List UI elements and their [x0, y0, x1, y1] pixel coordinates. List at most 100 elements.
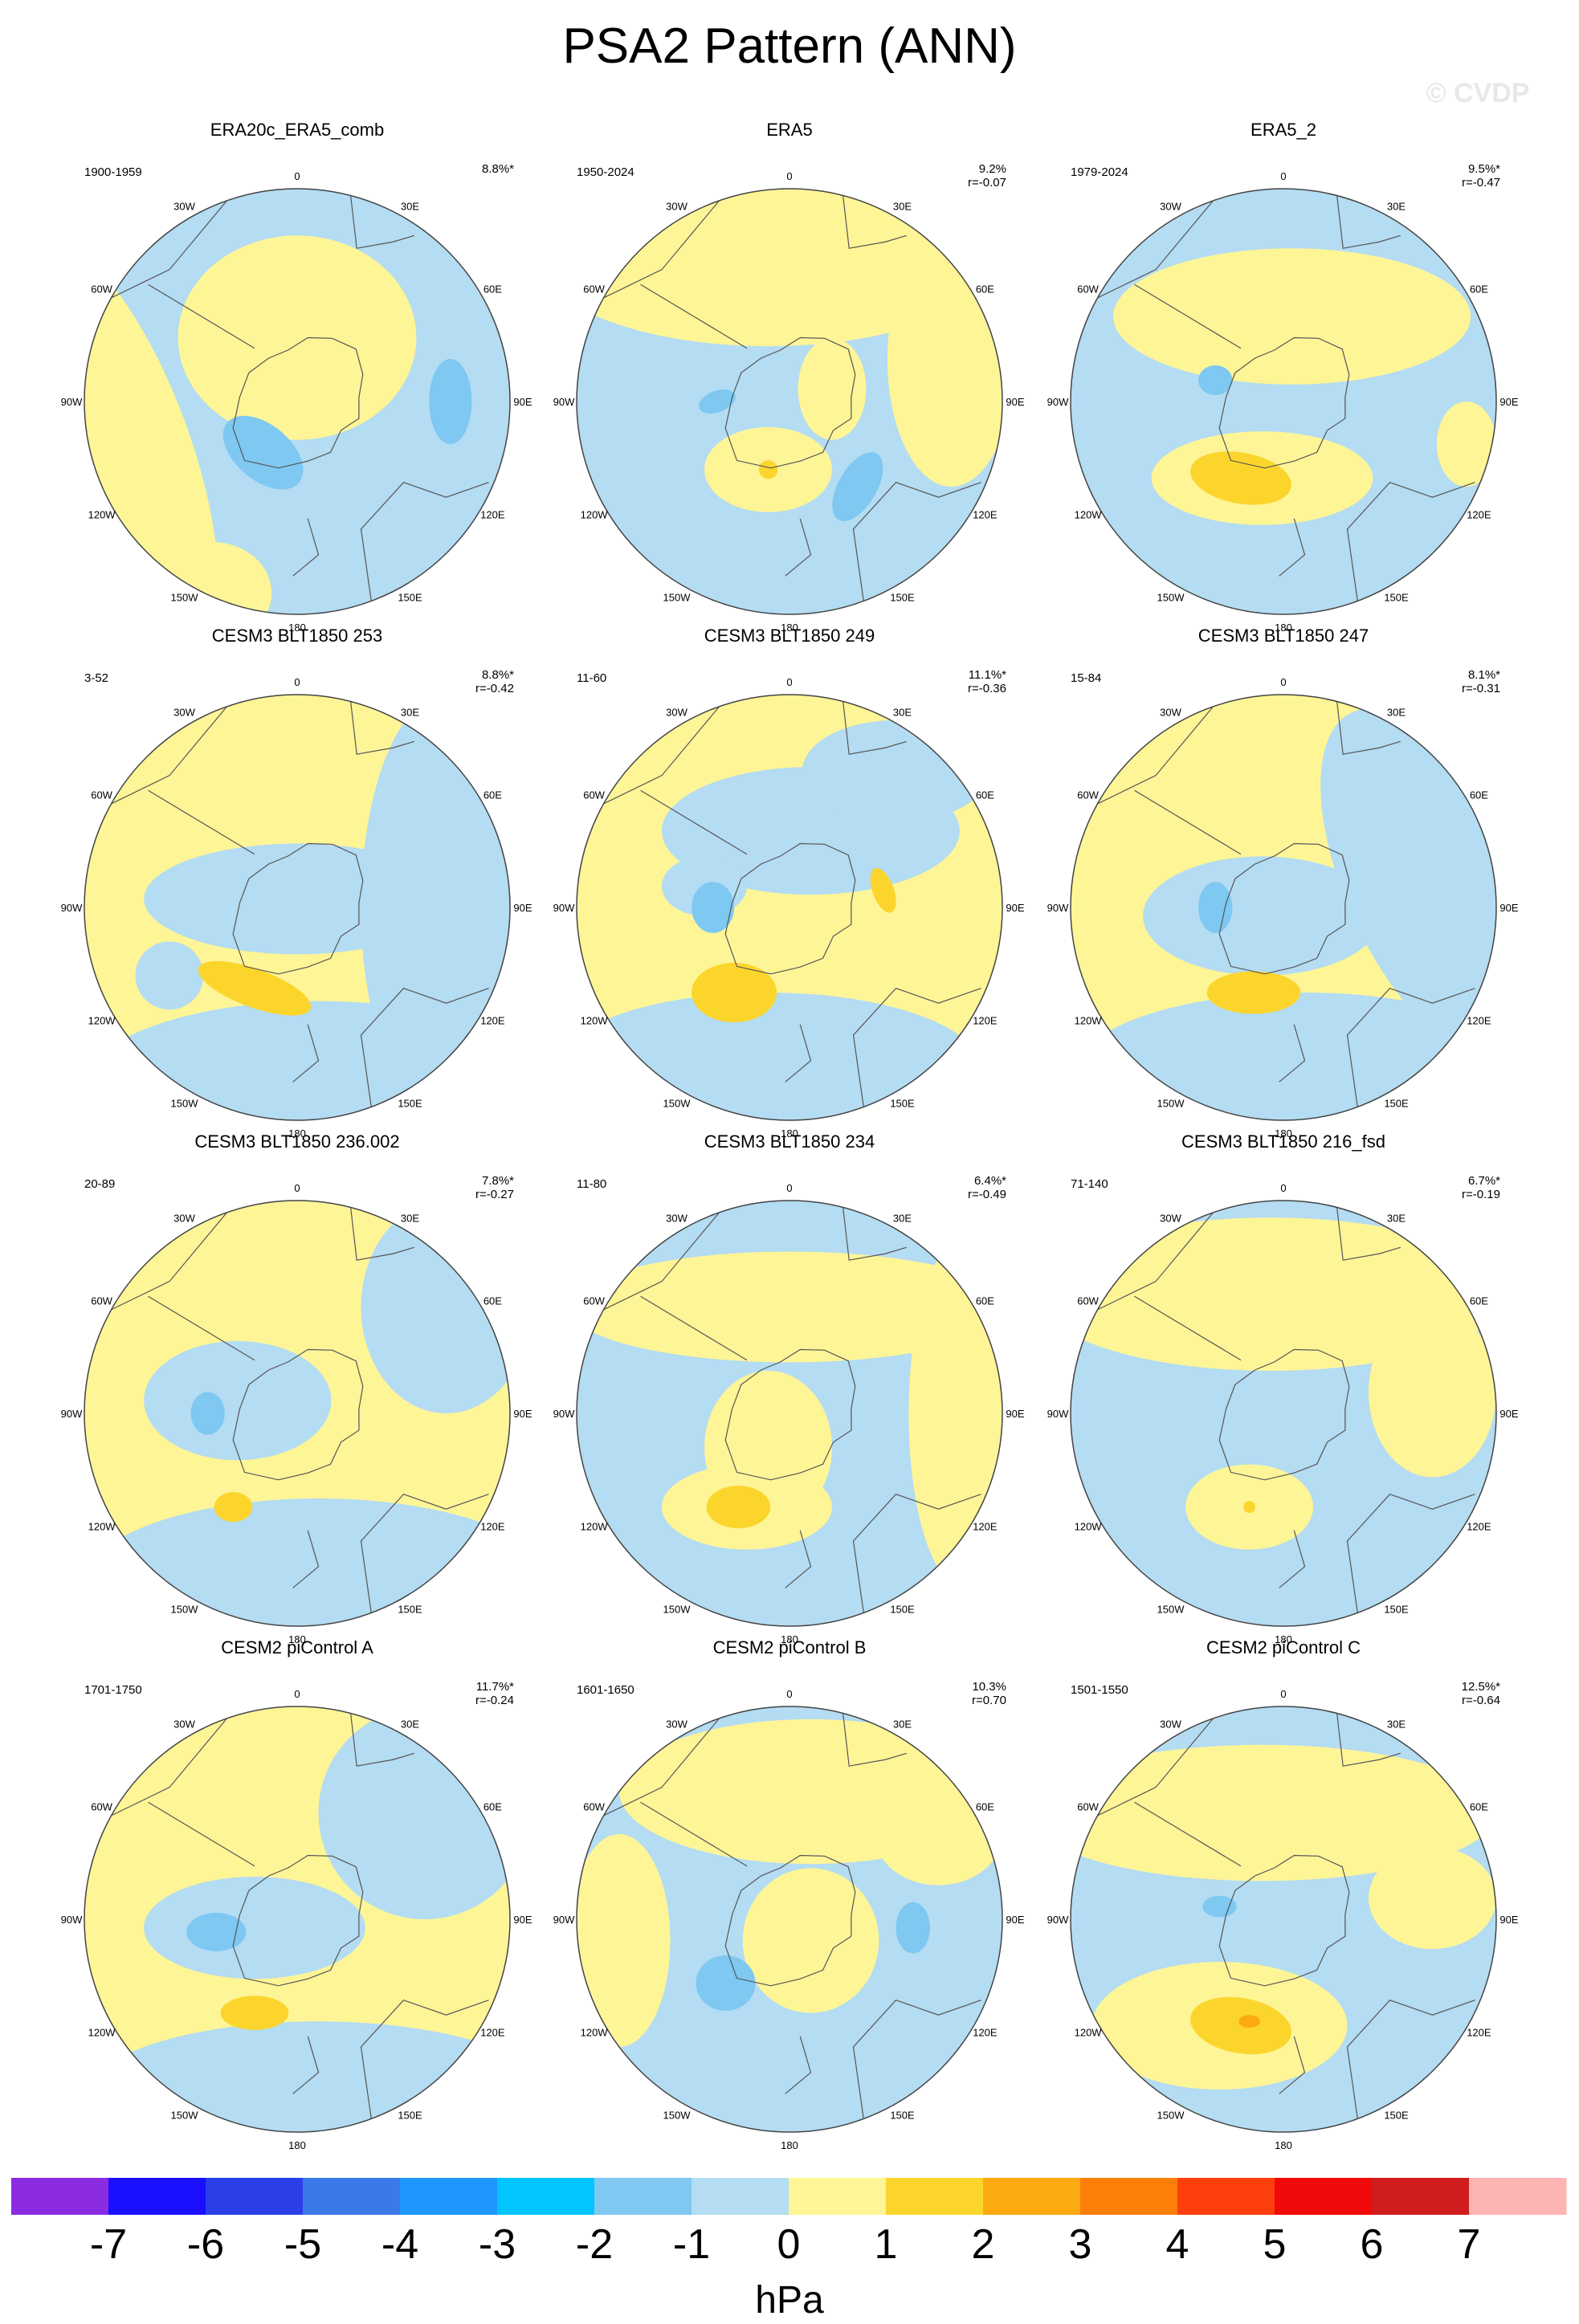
longitude-label: 30E [893, 1213, 912, 1225]
panel-variance: 10.3% [972, 1680, 1006, 1694]
australia-outline [852, 988, 981, 1110]
longitude-label: 150W [663, 1097, 692, 1109]
longitude-label: 60W [1077, 789, 1099, 801]
longitude-label: 90E [1006, 1914, 1024, 1926]
longitude-label: 90W [61, 1914, 83, 1926]
colorbar-swatch [1177, 2178, 1275, 2215]
south-america-outline [94, 192, 234, 307]
longitude-label: 90W [61, 902, 83, 914]
contour-pos2 [214, 1492, 253, 1523]
australia-outline [852, 2000, 981, 2122]
panel-period: 1501-1550 [1071, 1683, 1128, 1697]
contour-field [1071, 1201, 1496, 1626]
contour-neg2 [222, 415, 304, 490]
longitude-label: 60E [976, 1801, 994, 1813]
longitude-label: 0 [294, 1688, 300, 1700]
contour-pos [875, 1783, 1002, 1886]
longitude-label: 150E [398, 2109, 422, 2121]
contour-field [1071, 189, 1496, 614]
antarctica-outline [724, 336, 856, 469]
contour-pos [798, 337, 867, 440]
colorbar-tick-label: 6 [1361, 2221, 1384, 2268]
antarctica-outline [724, 842, 856, 975]
longitude-label: 90E [513, 902, 532, 914]
panel-period: 1979-2024 [1071, 165, 1128, 179]
colorbar-tick-label: 0 [777, 2221, 801, 2268]
panel-correlation: r=-0.07 [968, 176, 1006, 190]
contour-pos [742, 1868, 879, 2013]
panel-period: 20-89 [84, 1177, 115, 1191]
new-zealand-outline [1279, 1024, 1306, 1082]
longitude-label: 150W [1157, 1097, 1185, 1109]
panel-title: CESM3 BLT1850 249 [704, 626, 875, 646]
contour-pos [577, 1834, 671, 2047]
africa-outline [349, 193, 414, 249]
antarctica-outline [232, 336, 364, 469]
peninsula-outline [1134, 283, 1242, 349]
longitude-label: 30W [173, 1719, 195, 1731]
longitude-label: 120E [973, 509, 998, 521]
longitude-label: 0 [294, 676, 300, 688]
contour-pos [1369, 1846, 1496, 1950]
longitude-label: 150E [890, 1097, 915, 1109]
contour-neg2 [190, 1392, 225, 1435]
longitude-label: 180 [781, 1127, 798, 1140]
panel-title: CESM3 BLT1850 247 [1198, 626, 1369, 646]
panel-variance: 9.5%* [1468, 162, 1500, 176]
longitude-label: 180 [288, 2139, 306, 2151]
longitude-label: 30E [1387, 201, 1406, 213]
longitude-label: 60E [483, 283, 502, 296]
south-america-outline [586, 1710, 726, 1825]
contour-neg2 [699, 389, 736, 414]
contour-neg [135, 941, 204, 1010]
longitude-label: 150E [398, 1603, 422, 1615]
longitude-label: 150E [1384, 1603, 1409, 1615]
longitude-label: 60W [91, 789, 112, 801]
panel-variance: 6.4%* [974, 1174, 1006, 1188]
longitude-label: 60W [91, 1295, 112, 1307]
longitude-label: 150W [171, 2109, 199, 2121]
longitude-label: 180 [1275, 2139, 1292, 2151]
colorbar-swatch [108, 2178, 206, 2215]
panel-title: CESM2 piControl A [221, 1637, 373, 1657]
colorbar-swatch [206, 2178, 304, 2215]
australia-outline [1346, 1494, 1475, 1616]
longitude-label: 120W [88, 509, 116, 521]
africa-outline [349, 1205, 414, 1261]
longitude-label: 0 [786, 1688, 792, 1700]
africa-outline [842, 193, 907, 249]
new-zealand-outline [785, 518, 812, 577]
south-america-outline [94, 1204, 234, 1319]
longitude-label: 150W [171, 591, 199, 603]
contour-pos2 [706, 1486, 771, 1529]
peninsula-outline [148, 1295, 255, 1361]
colorbar-tick-label: 5 [1263, 2221, 1287, 2268]
longitude-label: 30W [666, 707, 687, 719]
longitude-label: 60E [1470, 1295, 1488, 1307]
panel-variance: 6.7%* [1468, 1174, 1500, 1188]
map-panel: CESM2 piControl C 1501-1550 12.5%*r=-0.64 0… [1047, 1637, 1519, 2151]
longitude-label: 30W [1160, 1213, 1181, 1225]
longitude-label: 120W [581, 509, 609, 521]
south-america-outline [586, 192, 726, 307]
longitude-label: 90W [553, 396, 575, 408]
longitude-label: 90E [1499, 396, 1518, 408]
contour-neg2 [1198, 365, 1233, 396]
panel-title: ERA5 [766, 120, 812, 140]
south-america-outline [586, 698, 726, 813]
longitude-label: 30E [1387, 1719, 1406, 1731]
longitude-label: 30E [893, 707, 912, 719]
longitude-label: 60W [583, 1295, 605, 1307]
panel-variance: 11.7%* [476, 1680, 514, 1694]
longitude-label: 30W [173, 707, 195, 719]
longitude-label: 60W [91, 283, 112, 296]
longitude-label: 0 [294, 1182, 300, 1194]
new-zealand-outline [785, 2036, 812, 2094]
longitude-label: 30E [1387, 707, 1406, 719]
africa-outline [842, 1710, 907, 1767]
longitude-label: 90E [1006, 1408, 1024, 1420]
contour-neg [84, 2021, 510, 2132]
longitude-label: 180 [781, 622, 798, 634]
panel-period: 1900-1959 [84, 165, 142, 179]
longitude-label: 150E [1384, 2109, 1409, 2121]
